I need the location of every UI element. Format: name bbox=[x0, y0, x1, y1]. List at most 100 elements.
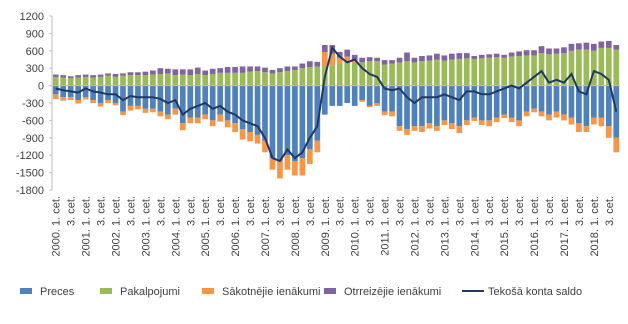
bar bbox=[508, 56, 515, 86]
bar bbox=[209, 85, 216, 121]
bar bbox=[217, 68, 223, 73]
bar bbox=[262, 72, 268, 86]
bar bbox=[165, 73, 171, 86]
legend-swatch bbox=[324, 288, 336, 294]
bar bbox=[202, 114, 209, 120]
bar bbox=[576, 43, 582, 50]
bar bbox=[150, 74, 156, 86]
bar bbox=[344, 62, 351, 86]
bar bbox=[463, 53, 470, 59]
bar bbox=[366, 105, 373, 108]
bar bbox=[576, 49, 582, 86]
bar bbox=[598, 117, 605, 127]
x-tick-label: 3. cet. bbox=[454, 196, 466, 226]
bar bbox=[150, 108, 156, 113]
bar bbox=[605, 85, 612, 127]
bar bbox=[449, 59, 455, 86]
bar bbox=[359, 57, 365, 63]
bar bbox=[247, 132, 253, 142]
bar bbox=[374, 57, 380, 62]
x-tick-label: 2015. 1. cet. bbox=[499, 196, 511, 257]
bar bbox=[568, 43, 575, 51]
bar bbox=[127, 75, 134, 86]
bar bbox=[142, 71, 149, 76]
bar bbox=[478, 58, 485, 86]
bar bbox=[516, 85, 522, 121]
bar bbox=[471, 58, 478, 86]
bar bbox=[232, 72, 238, 86]
bar bbox=[194, 74, 201, 86]
bar bbox=[404, 61, 410, 86]
bar bbox=[179, 85, 186, 124]
bar bbox=[613, 45, 620, 50]
x-tick-label: 2012. 1. cet. bbox=[409, 196, 421, 257]
bar bbox=[172, 85, 179, 109]
bar bbox=[232, 67, 238, 73]
bar bbox=[434, 53, 440, 60]
x-tick-label: 2002. 1. cet. bbox=[111, 196, 123, 257]
bar bbox=[493, 57, 500, 86]
bar bbox=[374, 85, 380, 103]
x-tick-label: 3. cet. bbox=[395, 196, 407, 226]
legend-label: Tekošā konta saldo bbox=[488, 286, 582, 298]
bar bbox=[463, 85, 470, 121]
bar bbox=[434, 59, 440, 86]
y-tick-label: 0 bbox=[38, 81, 44, 93]
bar bbox=[598, 47, 605, 86]
bar bbox=[426, 60, 433, 86]
bar bbox=[90, 100, 96, 103]
bar bbox=[389, 60, 395, 64]
bar bbox=[179, 123, 186, 131]
x-tick-label: 2007. 1. cet. bbox=[260, 196, 272, 257]
bar bbox=[591, 85, 597, 118]
bar bbox=[501, 57, 507, 86]
bar bbox=[523, 111, 530, 117]
bar bbox=[553, 53, 560, 86]
bar bbox=[456, 85, 463, 127]
legend-label: Otrreizējie ienākumi bbox=[344, 286, 441, 298]
bar bbox=[329, 65, 336, 86]
bar bbox=[105, 75, 111, 86]
x-tick-label: 3. cet. bbox=[275, 196, 287, 226]
bar bbox=[508, 117, 515, 123]
bar bbox=[292, 85, 298, 161]
bar bbox=[172, 75, 179, 86]
bar bbox=[449, 85, 455, 124]
bar bbox=[434, 126, 440, 131]
bar bbox=[307, 149, 313, 164]
x-tick-label: 2011. 1. cet. bbox=[380, 196, 392, 256]
bar bbox=[105, 73, 111, 76]
legend-label: Preces bbox=[40, 286, 75, 298]
bar bbox=[583, 85, 590, 127]
y-tick-label: -900 bbox=[22, 133, 44, 145]
bar bbox=[90, 85, 96, 101]
bar bbox=[396, 85, 403, 127]
bar bbox=[247, 66, 253, 72]
bar bbox=[142, 75, 149, 86]
x-tick-label: 3. cet. bbox=[245, 196, 257, 226]
bar bbox=[419, 85, 425, 127]
bar bbox=[209, 74, 216, 86]
bar bbox=[135, 85, 141, 106]
bar bbox=[224, 72, 231, 86]
bar bbox=[613, 49, 620, 86]
bar bbox=[277, 72, 283, 86]
bar bbox=[613, 85, 620, 138]
bar bbox=[523, 55, 530, 86]
x-tick-label: 2013. 1. cet. bbox=[439, 196, 451, 257]
x-tick-label: 2008. 1. cet. bbox=[290, 196, 302, 257]
bar bbox=[157, 74, 164, 86]
x-tick-label: 3. cet. bbox=[424, 196, 436, 226]
bar bbox=[165, 68, 171, 74]
bar bbox=[471, 85, 478, 118]
bar bbox=[463, 120, 470, 126]
bar bbox=[194, 85, 201, 118]
bar bbox=[434, 85, 440, 127]
bar bbox=[187, 85, 194, 118]
bar bbox=[441, 85, 448, 121]
x-tick-label: 3. cet. bbox=[544, 196, 556, 226]
bar bbox=[105, 100, 111, 103]
bar bbox=[262, 85, 268, 141]
bar bbox=[120, 75, 126, 86]
bar bbox=[217, 72, 223, 86]
